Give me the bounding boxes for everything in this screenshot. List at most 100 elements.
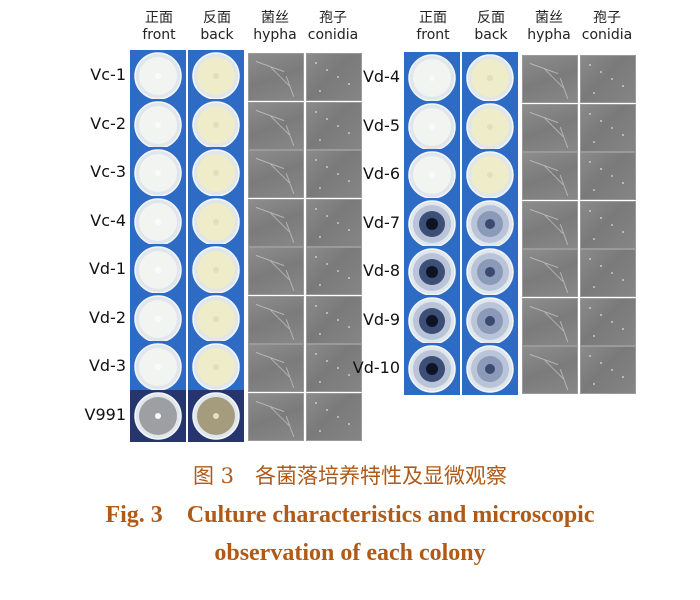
column-header-zh: 孢子 [593,10,621,26]
sample-label: Vc-2 [90,113,126,133]
conidia-micrograph [306,247,362,295]
sample-label: Vd-9 [362,309,400,329]
column-header-zh: 正面 [419,10,447,26]
culture-dish-front [130,195,186,248]
column-header-en: hypha [527,27,571,43]
culture-dish-back [462,100,518,153]
conidia-micrograph [306,101,362,150]
culture-dish-back [188,341,244,393]
culture-dish-front [404,246,460,298]
left-header-front: 正面 front [130,10,188,44]
sample-label: Vc-1 [90,65,126,84]
hypha-micrograph [248,392,304,441]
hypha-micrograph [248,247,304,295]
hypha-micrograph [248,150,304,198]
column-header-en: hypha [253,27,297,43]
culture-dish-back [462,197,518,250]
culture-dish-front [130,389,186,442]
culture-dish-front [130,292,186,345]
culture-dish-back [188,389,244,442]
column-header-zh: 正面 [145,10,173,26]
sample-label: Vd-5 [362,115,400,135]
caption-english-line-1: Fig. 3 Culture characteristics and micro… [105,502,595,528]
hypha-micrograph [248,344,304,392]
column-header-en: front [142,27,176,43]
column-header-en: conidia [581,27,633,43]
culture-dish-back [188,98,244,151]
culture-dish-front [130,147,186,199]
conidia-micrograph [580,200,636,249]
hypha-micrograph [248,53,304,101]
caption-english-line-2: observation of each colony [214,540,486,566]
conidia-micrograph [580,249,636,297]
hypha-micrograph [522,346,578,394]
culture-dish-front [404,100,460,153]
culture-dish-back [462,246,518,298]
sample-label: V991 [84,404,126,424]
culture-dish-front [404,343,460,395]
right-header-back: 反面 back [462,10,520,44]
conidia-micrograph [580,55,636,103]
column-header-zh: 反面 [203,10,231,26]
conidia-micrograph [306,392,362,441]
hypha-micrograph [522,55,578,103]
conidia-micrograph [306,198,362,247]
culture-dish-back [462,343,518,395]
sample-label: Vd-2 [88,307,126,327]
sample-label: Vd-7 [362,212,400,232]
conidia-micrograph [580,346,636,394]
sample-label: Vd-4 [362,67,400,86]
conidia-micrograph [306,295,362,344]
culture-dish-back [188,195,244,248]
column-header-en: back [474,27,508,43]
hypha-micrograph [522,249,578,297]
hypha-micrograph [248,295,304,344]
hypha-micrograph [522,152,578,200]
column-header-en: back [200,27,234,43]
right-header-conidia: 孢子 conidia [578,10,636,44]
hypha-micrograph [248,198,304,247]
left-header-back: 反面 back [188,10,246,44]
left-header-hypha: 菌丝 hypha [246,10,304,44]
conidia-micrograph [306,53,362,101]
culture-dish-back [462,294,518,347]
culture-dish-back [188,244,244,296]
culture-dish-front [404,52,460,104]
column-header-zh: 菌丝 [261,10,289,26]
culture-dish-front [404,197,460,250]
conidia-micrograph [580,297,636,346]
sample-label: Vd-8 [362,261,400,280]
conidia-micrograph [306,150,362,198]
hypha-micrograph [522,200,578,249]
culture-dish-back [188,292,244,345]
culture-dish-back [462,149,518,201]
culture-dish-front [130,98,186,151]
sample-label: Vc-3 [90,162,126,181]
hypha-micrograph [522,103,578,152]
hypha-micrograph [248,101,304,150]
column-header-zh: 菌丝 [535,10,563,26]
column-header-zh: 反面 [477,10,505,26]
culture-dish-front [130,341,186,393]
column-header-en: conidia [307,27,359,43]
culture-dish-front [130,50,186,102]
culture-dish-front [404,294,460,347]
conidia-micrograph [580,103,636,152]
culture-dish-back [188,50,244,102]
culture-dish-front [404,149,460,201]
sample-label: Vd-1 [88,259,126,278]
column-header-zh: 孢子 [319,10,347,26]
conidia-micrograph [580,152,636,200]
sample-label: Vd-6 [362,164,400,183]
conidia-micrograph [306,344,362,392]
culture-dish-back [188,147,244,199]
column-header-en: front [416,27,450,43]
caption-chinese: 图 3 各菌落培养特性及显微观察 [192,464,508,488]
sample-label: Vd-10 [352,358,400,377]
sample-label: Vd-3 [88,356,126,375]
hypha-micrograph [522,297,578,346]
left-header-conidia: 孢子 conidia [304,10,362,44]
right-header-front: 正面 front [404,10,462,44]
culture-dish-front [130,244,186,296]
right-header-hypha: 菌丝 hypha [520,10,578,44]
